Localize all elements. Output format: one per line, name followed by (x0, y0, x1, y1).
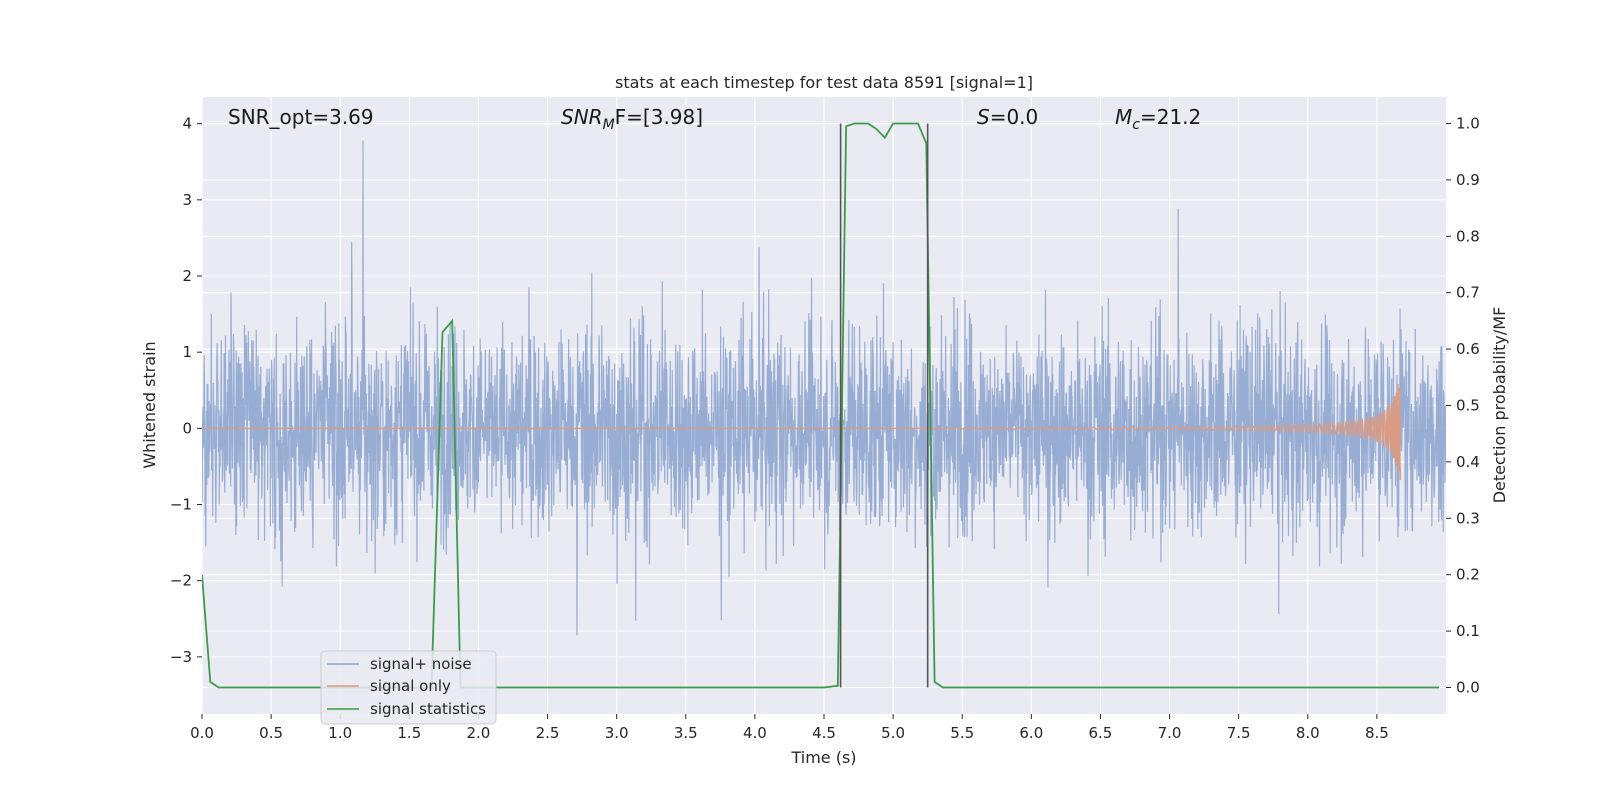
annotation-snr-mf: SNRMF=[3.98] (561, 105, 703, 133)
y-left-tick-label-0: −3 (170, 648, 192, 666)
annotation-mc-subscript: c (1132, 117, 1140, 133)
y-right-tick-label-3: 0.3 (1456, 509, 1480, 527)
x-tick-label-14: 7.0 (1158, 724, 1182, 742)
x-tick-label-0: 0.0 (190, 724, 214, 742)
y-right-tick-label-9: 0.9 (1456, 171, 1480, 189)
series-signal-noise-line (202, 140, 1446, 636)
x-tick-label-16: 8.0 (1296, 724, 1320, 742)
y-left-axis-ticks: −3 −2 −1 0 1 2 3 4 (170, 115, 202, 666)
annotation-s-value: =0.0 (990, 105, 1039, 129)
x-tick-label-2: 1.0 (328, 724, 352, 742)
x-tick-label-4: 2.0 (467, 724, 491, 742)
legend-box (320, 650, 497, 725)
annotation-mc-value: =21.2 (1140, 105, 1201, 129)
x-axis-label: Time (s) (790, 748, 856, 767)
y-right-tick-label-7: 0.7 (1456, 284, 1480, 302)
x-tick-label-12: 6.0 (1019, 724, 1043, 742)
annotation-snr-mf-symbol: SNR (561, 105, 603, 129)
y-right-tick-label-5: 0.5 (1456, 397, 1480, 415)
annotation-mc: Mc=21.2 (1115, 105, 1201, 133)
legend-label-signal-only: signal only (370, 677, 451, 695)
y-left-tick-label-6: 3 (182, 191, 192, 209)
y-left-tick-label-3: 0 (182, 419, 192, 437)
x-tick-label-10: 5.0 (881, 724, 905, 742)
x-tick-label-6: 3.0 (605, 724, 629, 742)
y-right-tick-label-1: 0.1 (1456, 622, 1480, 640)
y-right-tick-label-10: 1.0 (1456, 115, 1480, 133)
y-left-tick-label-7: 4 (182, 115, 192, 133)
annotation-snr-opt: SNR_opt=3.69 (228, 105, 374, 129)
y-right-tick-label-0: 0.0 (1456, 678, 1480, 696)
y-left-axis-label: Whitened strain (140, 341, 159, 468)
y-left-tick-label-2: −1 (170, 496, 192, 514)
chart-title: stats at each timestep for test data 859… (615, 73, 1033, 92)
annotation-snr-mf-value: F=[3.98] (615, 105, 703, 129)
y-right-axis-label: Detection probability/MF (1490, 307, 1509, 504)
y-right-tick-label-8: 0.8 (1456, 227, 1480, 245)
y-left-tick-label-5: 2 (182, 267, 192, 285)
legend: signal+ noise signal only signal statist… (320, 650, 497, 725)
annotation-mc-symbol: M (1115, 105, 1132, 129)
x-tick-label-5: 2.5 (536, 724, 560, 742)
y-left-tick-label-1: −2 (170, 572, 192, 590)
x-tick-label-1: 0.5 (259, 724, 283, 742)
x-axis-ticks: 0.0 0.5 1.0 1.5 2.0 2.5 3.0 3.5 4.0 4.5 5.0 5.5 6.0 6… (190, 714, 1389, 742)
x-tick-label-13: 6.5 (1089, 724, 1113, 742)
x-tick-label-3: 1.5 (397, 724, 421, 742)
y-right-tick-label-6: 0.6 (1456, 340, 1480, 358)
annotation-snr-mf-subscript: M (603, 117, 615, 133)
legend-label-signal-statistics: signal statistics (370, 700, 486, 718)
x-tick-label-9: 4.5 (812, 724, 836, 742)
annotation-s-symbol: S (977, 105, 990, 129)
y-right-tick-label-4: 0.4 (1456, 453, 1480, 471)
y-right-axis-ticks: 0.0 0.1 0.2 0.3 0.4 0.5 0.6 0.7 0.8 0.9 1.0 (1446, 115, 1480, 696)
x-tick-label-11: 5.5 (950, 724, 974, 742)
annotation-s: S=0.0 (977, 105, 1038, 129)
x-tick-label-7: 3.5 (674, 724, 698, 742)
y-left-tick-label-4: 1 (182, 343, 192, 361)
x-tick-label-15: 7.5 (1227, 724, 1251, 742)
x-tick-label-17: 8.5 (1365, 724, 1389, 742)
y-right-tick-label-2: 0.2 (1456, 566, 1480, 584)
x-tick-label-8: 4.0 (743, 724, 767, 742)
legend-label-signal-noise: signal+ noise (370, 655, 472, 673)
series-signal-only-line (202, 383, 1402, 481)
